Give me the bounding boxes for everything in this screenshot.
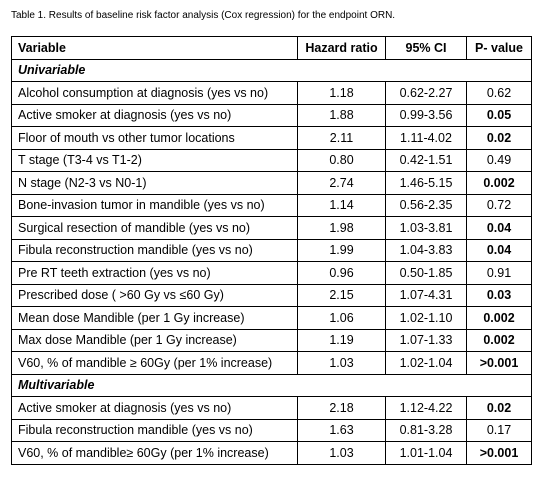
variable-cell: Active smoker at diagnosis (yes vs no) <box>11 103 298 127</box>
header-cell: Hazard ratio <box>297 36 386 60</box>
value-cell: 0.04 <box>466 216 532 240</box>
value-cell: 0.62 <box>466 81 532 105</box>
data-row: T stage (T3-4 vs T1-2) 0.80 0.42-1.51 0.49 <box>11 148 532 172</box>
variable-cell: Alcohol consumption at diagnosis (yes vs… <box>11 81 298 105</box>
value-cell: 1.02-1.04 <box>385 351 467 375</box>
value-cell: 2.15 <box>297 283 386 307</box>
value-cell: 1.19 <box>297 328 386 352</box>
data-row: Prescribed dose ( >60 Gy vs ≤60 Gy) 2.15 1… <box>11 283 532 307</box>
value-cell: >0.001 <box>466 351 532 375</box>
variable-cell: Pre RT teeth extraction (yes vs no) <box>11 261 298 285</box>
value-cell: 1.03-3.81 <box>385 216 467 240</box>
header-cell: 95% CI <box>385 36 467 60</box>
results-table: Variable Hazard ratio 95% CI P- value Univa… <box>11 36 532 465</box>
value-cell: 2.74 <box>297 171 386 195</box>
value-cell: 0.03 <box>466 283 532 307</box>
value-cell: 1.01-1.04 <box>385 441 467 465</box>
variable-cell: N stage (N2-3 vs N0-1) <box>11 171 298 195</box>
data-row: V60, % of mandible ≥ 60Gy (per 1% increa… <box>11 351 532 375</box>
value-cell: 0.56-2.35 <box>385 193 467 217</box>
value-cell: 0.002 <box>466 171 532 195</box>
variable-cell: Bone-invasion tumor in mandible (yes vs … <box>11 193 298 217</box>
section-label: Multivariable <box>11 373 532 397</box>
value-cell: 0.81-3.28 <box>385 418 467 442</box>
header-cell: Variable <box>11 36 298 60</box>
value-cell: 0.72 <box>466 193 532 217</box>
value-cell: 0.02 <box>466 396 532 420</box>
variable-cell: V60, % of mandible≥ 60Gy (per 1% increas… <box>11 441 298 465</box>
data-row: Alcohol consumption at diagnosis (yes vs… <box>11 81 532 105</box>
data-row: Pre RT teeth extraction (yes vs no) 0.96 0… <box>11 261 532 285</box>
value-cell: 0.49 <box>466 148 532 172</box>
value-cell: 0.91 <box>466 261 532 285</box>
value-cell: 1.88 <box>297 103 386 127</box>
value-cell: 1.99 <box>297 238 386 262</box>
data-row: N stage (N2-3 vs N0-1) 2.74 1.46-5.15 0.002 <box>11 171 532 195</box>
data-row: Bone-invasion tumor in mandible (yes vs … <box>11 193 532 217</box>
variable-cell: Surgical resection of mandible (yes vs n… <box>11 216 298 240</box>
value-cell: 1.98 <box>297 216 386 240</box>
data-row: Mean dose Mandible (per 1 Gy increase) 1.… <box>11 306 532 330</box>
data-row: Fibula reconstruction mandible (yes vs n… <box>11 238 532 262</box>
header-cell: P- value <box>466 36 532 60</box>
value-cell: 0.02 <box>466 126 532 150</box>
value-cell: 0.05 <box>466 103 532 127</box>
section-row: Multivariable <box>11 373 532 397</box>
value-cell: 1.07-4.31 <box>385 283 467 307</box>
value-cell: 1.46-5.15 <box>385 171 467 195</box>
data-row: V60, % of mandible≥ 60Gy (per 1% increas… <box>11 441 532 465</box>
variable-cell: Mean dose Mandible (per 1 Gy increase) <box>11 306 298 330</box>
value-cell: 1.12-4.22 <box>385 396 467 420</box>
value-cell: 0.80 <box>297 148 386 172</box>
caption: Table 1. Results of baseline risk factor… <box>11 10 396 21</box>
variable-cell: T stage (T3-4 vs T1-2) <box>11 148 298 172</box>
value-cell: 2.11 <box>297 126 386 150</box>
variable-cell: Prescribed dose ( >60 Gy vs ≤60 Gy) <box>11 283 298 307</box>
section-label: Univariable <box>11 58 532 82</box>
value-cell: 0.99-3.56 <box>385 103 467 127</box>
value-cell: 0.17 <box>466 418 532 442</box>
header-row: Variable Hazard ratio 95% CI P- value <box>11 36 532 60</box>
value-cell: 1.63 <box>297 418 386 442</box>
data-row: Surgical resection of mandible (yes vs n… <box>11 216 532 240</box>
value-cell: >0.001 <box>466 441 532 465</box>
value-cell: 1.07-1.33 <box>385 328 467 352</box>
variable-cell: Fibula reconstruction mandible (yes vs n… <box>11 418 298 442</box>
value-cell: 1.11-4.02 <box>385 126 467 150</box>
data-row: Max dose Mandible (per 1 Gy increase) 1.1… <box>11 328 532 352</box>
data-row: Fibula reconstruction mandible (yes vs n… <box>11 418 532 442</box>
value-cell: 2.18 <box>297 396 386 420</box>
section-row: Univariable <box>11 58 532 82</box>
data-row: Floor of mouth vs other tumor locations 2… <box>11 126 532 150</box>
data-row: Active smoker at diagnosis (yes vs no) 2.… <box>11 396 532 420</box>
value-cell: 0.42-1.51 <box>385 148 467 172</box>
variable-cell: Floor of mouth vs other tumor locations <box>11 126 298 150</box>
value-cell: 1.06 <box>297 306 386 330</box>
variable-cell: Max dose Mandible (per 1 Gy increase) <box>11 328 298 352</box>
value-cell: 0.62-2.27 <box>385 81 467 105</box>
value-cell: 0.002 <box>466 306 532 330</box>
value-cell: 1.02-1.10 <box>385 306 467 330</box>
value-cell: 1.04-3.83 <box>385 238 467 262</box>
value-cell: 1.03 <box>297 351 386 375</box>
value-cell: 1.18 <box>297 81 386 105</box>
value-cell: 0.002 <box>466 328 532 352</box>
value-cell: 1.14 <box>297 193 386 217</box>
value-cell: 1.03 <box>297 441 386 465</box>
value-cell: 0.04 <box>466 238 532 262</box>
variable-cell: V60, % of mandible ≥ 60Gy (per 1% increa… <box>11 351 298 375</box>
value-cell: 0.96 <box>297 261 386 285</box>
variable-cell: Active smoker at diagnosis (yes vs no) <box>11 396 298 420</box>
variable-cell: Fibula reconstruction mandible (yes vs n… <box>11 238 298 262</box>
data-row: Active smoker at diagnosis (yes vs no) 1.… <box>11 103 532 127</box>
value-cell: 0.50-1.85 <box>385 261 467 285</box>
